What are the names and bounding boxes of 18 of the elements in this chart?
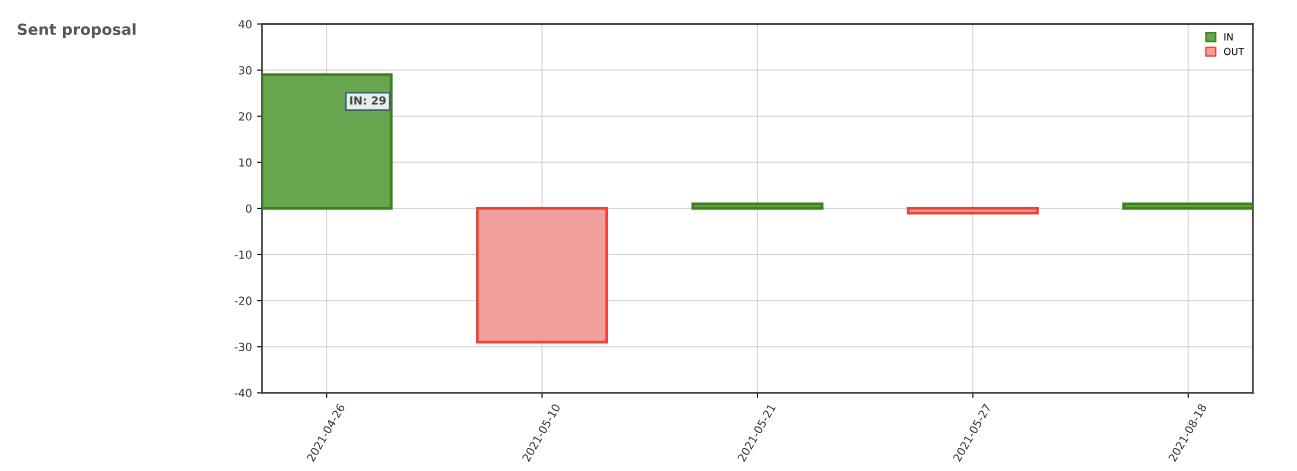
y-tick-label: -20 <box>234 296 252 305</box>
y-tick-label: 20 <box>238 112 252 121</box>
y-tick-label: -40 <box>234 388 252 398</box>
bar <box>261 73 393 210</box>
y-tick-label: 30 <box>238 66 252 75</box>
bar <box>1122 202 1253 210</box>
legend-label: OUT <box>1223 47 1245 56</box>
y-tick-label: 40 <box>238 20 252 29</box>
legend-label: IN <box>1224 33 1233 41</box>
y-tick-label: 10 <box>239 158 252 167</box>
annotation: IN: 29 <box>350 96 386 105</box>
y-tick-label: -10 <box>234 250 252 259</box>
text: Sent proposal <box>17 23 136 39</box>
bar <box>476 207 609 344</box>
bar <box>906 207 1039 215</box>
y-tick-label: -30 <box>234 342 252 352</box>
y-tick-label: 0 <box>245 204 252 213</box>
bar <box>691 202 824 210</box>
